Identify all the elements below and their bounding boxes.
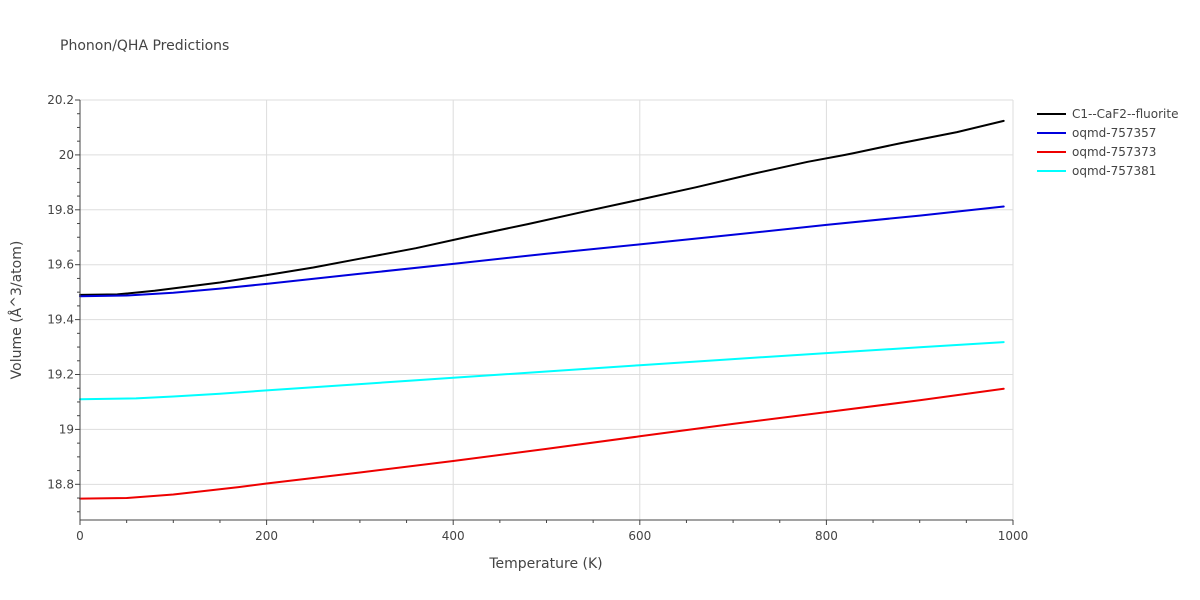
legend-item[interactable]: oqmd-757357 <box>1037 126 1156 140</box>
series-line-oqmd-757381 <box>79 341 1005 401</box>
legend-item[interactable]: oqmd-757381 <box>1037 164 1156 178</box>
legend-label: oqmd-757381 <box>1072 164 1156 178</box>
y-tick-label: 20 <box>59 148 74 162</box>
y-tick-labels: 18.8 19 19.2 19.4 19.6 19.8 20 20.2 <box>47 93 74 491</box>
y-tick-label: 19.4 <box>47 313 74 327</box>
series-line-oqmd-757357 <box>79 205 1005 298</box>
y-tick-label: 19.2 <box>47 368 74 382</box>
y-tick-label: 19 <box>59 422 74 436</box>
legend-item[interactable]: C1--CaF2--fluorite <box>1037 107 1178 121</box>
x-tick-label: 0 <box>76 529 84 543</box>
series-line-oqmd-757373 <box>79 387 1005 500</box>
y-tick-label: 19.6 <box>47 258 74 272</box>
x-tick-label: 600 <box>628 529 651 543</box>
series-line-C1--CaF2--fluorite <box>79 119 1005 296</box>
x-tick-labels: 0 200 400 600 800 1000 <box>76 529 1028 543</box>
y-tick-label: 19.8 <box>47 203 74 217</box>
legend[interactable]: C1--CaF2--fluorite oqmd-757357 oqmd-757373… <box>1037 107 1178 178</box>
y-axis-label: Volume (Å^3/atom) <box>8 241 25 380</box>
axes <box>75 99 1014 525</box>
y-tick-label: 20.2 <box>47 93 74 107</box>
legend-item[interactable]: oqmd-757373 <box>1037 145 1156 159</box>
y-grid <box>80 99 1013 485</box>
x-tick-label: 200 <box>255 529 278 543</box>
x-tick-label: 400 <box>442 529 465 543</box>
legend-label: oqmd-757373 <box>1072 145 1156 159</box>
x-tick-label: 800 <box>815 529 838 543</box>
legend-label: C1--CaF2--fluorite <box>1072 107 1178 121</box>
y-tick-label: 18.8 <box>47 477 74 491</box>
chart-title: Phonon/QHA Predictions <box>60 38 229 54</box>
legend-label: oqmd-757357 <box>1072 126 1156 140</box>
series-layer <box>79 119 1005 500</box>
x-grid <box>266 100 1014 520</box>
x-axis-label: Temperature (K) <box>488 556 602 572</box>
x-tick-label: 1000 <box>998 529 1029 543</box>
